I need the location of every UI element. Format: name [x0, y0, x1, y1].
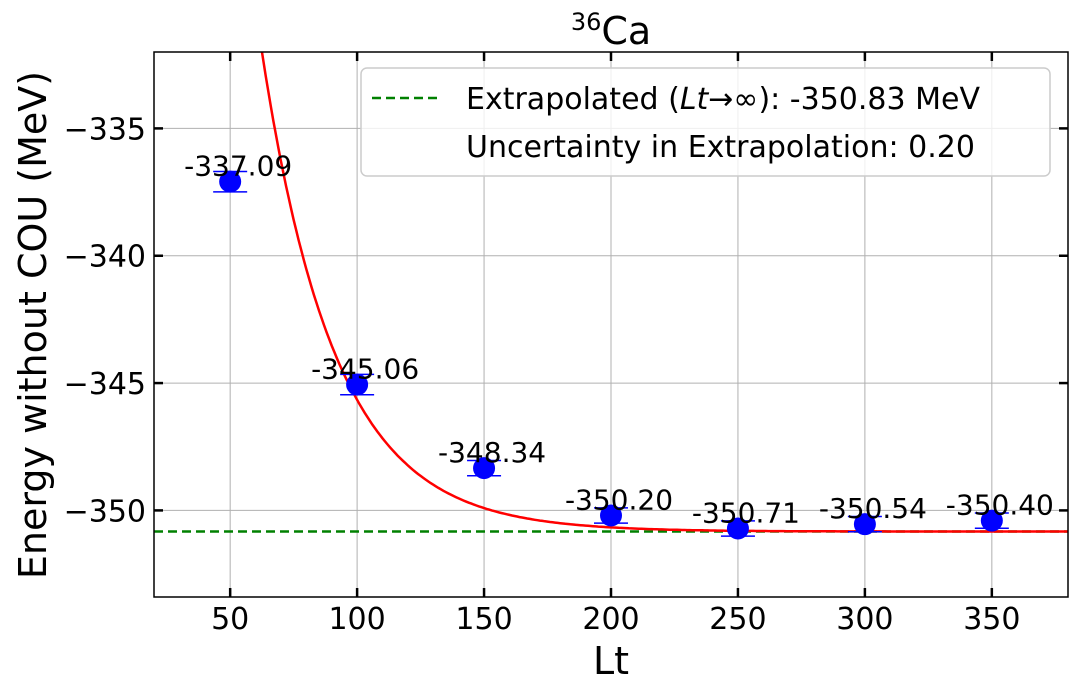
chart-title: 36Ca [571, 8, 651, 53]
y-tick-label: −340 [64, 240, 146, 275]
data-point [853, 513, 876, 536]
fit-curve-layer [260, 52, 1068, 533]
data-point [219, 170, 242, 193]
x-axis-title: Lt [593, 639, 629, 683]
data-point [980, 509, 1003, 532]
legend-box [360, 67, 1051, 177]
title-superscript: 36 [571, 8, 602, 36]
data-label: -350.54 [819, 492, 927, 525]
legend-uncertainty-label: Uncertainty in Extrapolation: 0.20 [466, 130, 975, 165]
data-labels-layer: -337.09 -345.06 -348.34 -350.20 -350.71 -350.… [184, 150, 1054, 530]
legend-extrapolated-arrow: →∞ [708, 82, 758, 117]
data-label: -350.20 [565, 484, 673, 517]
data-label: -350.71 [692, 496, 800, 529]
x-tick-label: 200 [582, 602, 639, 637]
title-main: Ca [601, 9, 651, 53]
data-point [473, 457, 496, 480]
y-tick-label: −335 [64, 112, 146, 147]
legend-extrapolated-label: Extrapolated (Lt→∞): -350.83 MeV [466, 82, 980, 117]
y-tick-label: −345 [64, 367, 146, 402]
y-tick-labels: −335 −340 −345 −350 [64, 112, 146, 529]
data-label: -348.34 [438, 436, 546, 469]
y-axis-title: Energy without COU (MeV) [11, 71, 55, 579]
data-label: -345.06 [311, 353, 419, 386]
fit-curve [260, 52, 1068, 533]
x-tick-labels: 50 100 150 200 250 300 350 [211, 602, 1020, 637]
data-label: -337.09 [184, 150, 292, 183]
legend: Extrapolated (Lt→∞): -350.83 MeV Uncerta… [360, 67, 1051, 177]
data-point [726, 517, 749, 540]
legend-extrapolated-math: Lt [680, 82, 710, 117]
x-tick-label: 300 [836, 602, 893, 637]
y-tick-label: −350 [64, 494, 146, 529]
legend-extrapolated-prefix: Extrapolated ( [466, 82, 680, 117]
x-tick-label: 50 [211, 602, 249, 637]
data-label: -350.40 [946, 489, 1054, 522]
data-points-layer [213, 170, 1009, 540]
data-point [346, 373, 369, 396]
legend-extrapolated-suffix: ): -350.83 MeV [758, 82, 980, 117]
x-tick-label: 350 [963, 602, 1020, 637]
x-tick-label: 100 [328, 602, 385, 637]
tick-marks [154, 52, 1068, 597]
x-tick-label: 150 [455, 602, 512, 637]
x-tick-label: 250 [709, 602, 766, 637]
data-point [600, 504, 622, 527]
